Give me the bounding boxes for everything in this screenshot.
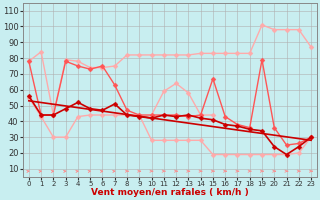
X-axis label: Vent moyen/en rafales ( km/h ): Vent moyen/en rafales ( km/h ) bbox=[91, 188, 249, 197]
